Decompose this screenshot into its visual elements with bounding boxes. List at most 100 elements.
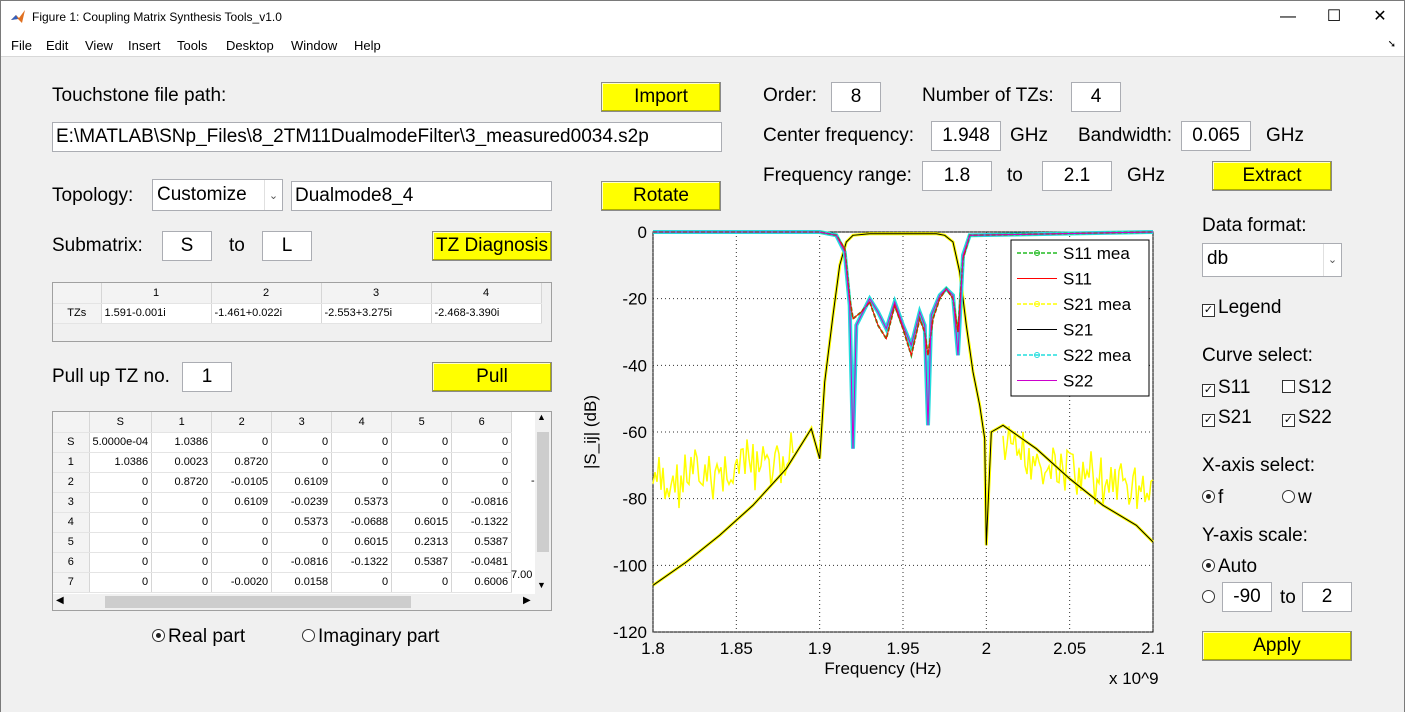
matrix-cell[interactable]: 0 — [89, 512, 153, 533]
matrix-cell[interactable]: 0 — [331, 452, 393, 473]
apply-button[interactable]: Apply — [1202, 631, 1352, 661]
matrix-cell[interactable]: -0.1322 — [331, 552, 393, 573]
matrix-cell[interactable]: 0 — [89, 472, 153, 493]
tz-diagnosis-button[interactable]: TZ Diagnosis — [432, 231, 552, 261]
legend-checkbox[interactable]: ✓ Legend — [1202, 297, 1282, 318]
tz-cell[interactable]: 1.591-0.001i — [101, 303, 212, 324]
matrix-cell[interactable]: 0 — [451, 452, 513, 473]
matrix-cell[interactable]: 0.2313 — [391, 532, 453, 553]
import-button[interactable]: Import — [601, 82, 721, 112]
data-format-select[interactable]: db ⌄ — [1202, 243, 1342, 277]
touchstone-path-input[interactable]: E:\MATLAB\SNp_Files\8_2TM11DualmodeFilte… — [52, 122, 722, 152]
center-frequency-input[interactable]: 1.948 — [931, 121, 1001, 151]
matrix-cell[interactable]: 0 — [331, 572, 393, 593]
order-input[interactable]: 8 — [831, 82, 881, 112]
bandwidth-input[interactable]: 0.065 — [1181, 121, 1251, 151]
matrix-cell[interactable]: 0 — [89, 552, 153, 573]
s12-checkbox[interactable]: S12 — [1282, 377, 1332, 399]
matrix-cell[interactable]: 0 — [331, 432, 393, 453]
ymin-input[interactable]: -90 — [1222, 582, 1272, 612]
tz-cell[interactable]: -1.461+0.022i — [211, 303, 322, 324]
freq-to-input[interactable]: 2.1 — [1042, 161, 1112, 191]
dock-arrow-icon[interactable]: ➘ — [1387, 39, 1396, 50]
matrix-cell[interactable]: 0 — [211, 552, 273, 573]
matrix-cell[interactable]: 0 — [89, 492, 153, 513]
topology-select[interactable]: Customize ⌄ — [152, 179, 283, 211]
menu-edit[interactable]: Edit — [46, 38, 69, 53]
menu-help[interactable]: Help — [354, 38, 381, 53]
matrix-cell[interactable]: 0 — [151, 492, 213, 513]
matrix-cell[interactable]: 0.6015 — [391, 512, 453, 533]
matrix-cell[interactable]: 0 — [151, 512, 213, 533]
matrix-cell[interactable]: 0.0023 — [151, 452, 213, 473]
minimize-button[interactable]: — — [1280, 8, 1296, 25]
matrix-cell[interactable]: 1.0386 — [89, 452, 153, 473]
matrix-cell[interactable]: 0 — [211, 432, 273, 453]
x-f-radio[interactable]: f — [1202, 487, 1223, 509]
matrix-cell[interactable]: -0.0688 — [331, 512, 393, 533]
freq-from-input[interactable]: 1.8 — [922, 161, 992, 191]
matrix-cell[interactable]: 0 — [391, 432, 453, 453]
matrix-cell[interactable]: 0.6109 — [271, 472, 333, 493]
matrix-cell[interactable]: 0 — [151, 532, 213, 553]
submatrix-to-input[interactable]: L — [262, 231, 312, 261]
menu-tools[interactable]: Tools — [177, 38, 208, 53]
matrix-cell[interactable]: -0.0020 — [211, 572, 273, 593]
chart-legend[interactable]: S11 mea S11 S21 mea S21 S22 mea S22 — [1010, 239, 1150, 397]
matrix-cell[interactable]: -0.1322 — [451, 512, 513, 533]
y-auto-radio[interactable]: Auto — [1202, 556, 1257, 578]
matrix-cell[interactable]: 0.6006 — [451, 572, 513, 593]
matrix-cell[interactable]: 0 — [451, 432, 513, 453]
s22-checkbox[interactable]: ✓ S22 — [1282, 407, 1332, 428]
matrix-cell[interactable]: 0.6015 — [331, 532, 393, 553]
scroll-thumb[interactable] — [537, 432, 549, 552]
matrix-cell[interactable]: 0 — [331, 472, 393, 493]
scroll-down-icon[interactable]: ▼ — [537, 580, 546, 590]
rotate-button[interactable]: Rotate — [601, 181, 721, 211]
scroll-left-icon[interactable]: ◀ — [56, 595, 64, 606]
submatrix-from-input[interactable]: S — [162, 231, 212, 261]
menu-desktop[interactable]: Desktop — [226, 38, 274, 53]
topology-name-input[interactable]: Dualmode8_4 — [291, 181, 552, 211]
matrix-cell[interactable]: 0.5387 — [391, 552, 453, 573]
scroll-right-icon[interactable]: ▶ — [523, 595, 531, 606]
y-manual-radio[interactable] — [1202, 587, 1218, 609]
matrix-cell[interactable]: 0 — [271, 452, 333, 473]
matrix-cell[interactable]: -0.0481 — [451, 552, 513, 573]
matrix-cell[interactable]: 0 — [89, 532, 153, 553]
matrix-cell[interactable]: 0 — [391, 572, 453, 593]
s21-checkbox[interactable]: ✓ S21 — [1202, 407, 1252, 428]
matrix-cell[interactable]: 0 — [451, 472, 513, 493]
matrix-cell[interactable]: -0.0105 — [211, 472, 273, 493]
matrix-horizontal-scrollbar[interactable]: ◀ ▶ — [53, 594, 537, 610]
matrix-vertical-scrollbar[interactable]: ▲ ▼ — [535, 412, 551, 594]
menu-view[interactable]: View — [85, 38, 113, 53]
matrix-cell[interactable]: 0.5373 — [331, 492, 393, 513]
menu-insert[interactable]: Insert — [128, 38, 161, 53]
matrix-cell[interactable]: 0.0158 — [271, 572, 333, 593]
matrix-cell[interactable]: 5.0000e-04 — [89, 432, 153, 453]
matrix-cell[interactable]: 0.8720 — [211, 452, 273, 473]
ymax-input[interactable]: 2 — [1302, 582, 1352, 612]
matrix-cell[interactable]: 0 — [391, 472, 453, 493]
matrix-cell[interactable]: 0 — [211, 512, 273, 533]
matrix-cell[interactable]: -0.0816 — [451, 492, 513, 513]
x-w-radio[interactable]: w — [1282, 487, 1312, 509]
pull-tz-input[interactable]: 1 — [182, 362, 232, 392]
matrix-cell[interactable]: 0 — [271, 432, 333, 453]
menu-file[interactable]: File — [11, 38, 32, 53]
matrix-cell[interactable]: 0 — [89, 572, 153, 593]
tz-cell[interactable]: -2.468-3.390i — [431, 303, 542, 324]
matrix-cell[interactable]: -0.0239 — [271, 492, 333, 513]
close-button[interactable]: ✕ — [1373, 8, 1387, 25]
matrix-cell[interactable]: -0.0816 — [271, 552, 333, 573]
matrix-cell[interactable]: 0.5387 — [451, 532, 513, 553]
matrix-cell[interactable]: 0 — [271, 532, 333, 553]
extract-button[interactable]: Extract — [1212, 161, 1332, 191]
matrix-cell[interactable]: 1.0386 — [151, 432, 213, 453]
maximize-button[interactable]: ☐ — [1326, 8, 1342, 25]
matrix-cell[interactable]: 0 — [391, 492, 453, 513]
s11-checkbox[interactable]: ✓ S11 — [1202, 377, 1251, 398]
matrix-cell[interactable]: 0.8720 — [151, 472, 213, 493]
tz-cell[interactable]: -2.553+3.275i — [321, 303, 432, 324]
